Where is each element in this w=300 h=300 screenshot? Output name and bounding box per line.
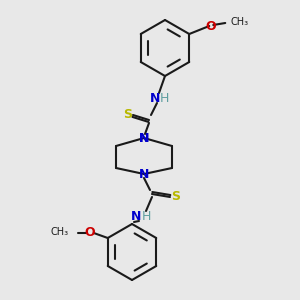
Text: O: O bbox=[84, 226, 95, 238]
Text: H: H bbox=[159, 92, 169, 104]
Text: S: S bbox=[124, 107, 133, 121]
Text: N: N bbox=[150, 92, 160, 104]
Text: CH₃: CH₃ bbox=[51, 227, 69, 237]
Text: CH₃: CH₃ bbox=[230, 17, 248, 27]
Text: N: N bbox=[139, 131, 149, 145]
Text: N: N bbox=[131, 209, 141, 223]
Text: H: H bbox=[141, 209, 151, 223]
Text: S: S bbox=[172, 190, 181, 203]
Text: N: N bbox=[139, 167, 149, 181]
Text: N: N bbox=[139, 131, 149, 145]
Text: O: O bbox=[205, 20, 216, 32]
